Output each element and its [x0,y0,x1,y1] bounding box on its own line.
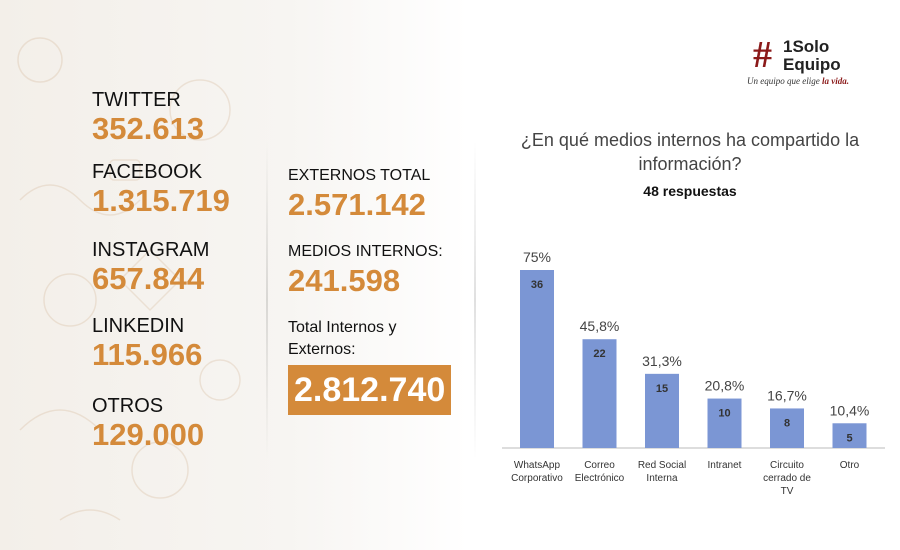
stat-value: 129.000 [92,417,205,452]
category-label: Correo Electrónico [575,460,625,484]
stat-value: 352.613 [92,111,205,146]
stat-label: TWITTER [92,89,181,111]
stat-facebook: FACEBOOK 1.315.719 [92,160,272,218]
bar [645,373,679,448]
percent-label: 45,8% [580,318,620,334]
total-block: Total Internos y Externos: 2.812.740 [288,317,468,415]
total-value: 2.812.740 [288,365,452,415]
brand-logo: # 1Solo Equipo Un equipo que elige la vi… [745,33,870,93]
column-divider [266,140,268,460]
stat-value: 115.966 [92,337,203,372]
stat-value: 657.844 [92,261,205,296]
bar [520,270,554,448]
bar-value-label: 10 [718,408,730,420]
bar [582,339,617,448]
percent-label: 75% [523,249,551,265]
totals-panel: EXTERNOS TOTAL 2.571.142 MEDIOS INTERNOS… [288,165,468,433]
stat-instagram: INSTAGRAM 657.844 [92,238,272,296]
bar-value-label: 8 [784,417,790,429]
stat-otros: OTROS 129.000 [92,394,272,452]
stat-label: FACEBOOK [92,161,203,183]
chart-subtitle: 48 respuestas [643,183,737,199]
bar-value-label: 22 [593,348,605,360]
stat-value: 1.315.719 [92,183,230,218]
logo-line1: 1Solo [783,37,830,56]
category-label: Circuito cerrado de TV [763,460,811,497]
internos-value: 241.598 [288,263,401,298]
stat-twitter: TWITTER 352.613 [92,88,272,146]
bar [770,408,804,448]
total-label: Total Internos y Externos: [288,319,397,358]
externos-value: 2.571.142 [288,187,426,222]
bar-chart: 36 75% WhatsApp Corporativo 22 45,8% Correo Ele… [502,249,885,497]
chart-title: ¿En qué medios internos ha compartido la… [520,130,860,174]
percent-label: 20,8% [705,378,745,394]
bar [707,398,742,448]
stat-label: LINKEDIN [92,315,185,337]
bar-value-label: 5 [846,432,852,444]
category-label: Otro [840,460,860,471]
category-label: WhatsApp Corporativo [511,460,563,484]
percent-label: 31,3% [642,353,682,369]
column-divider [474,140,476,460]
logo-hash: # [753,34,772,76]
background-doodle-pattern [17,37,241,521]
category-label: Intranet [708,460,742,471]
stat-linkedin: LINKEDIN 115.966 [92,314,272,372]
percent-label: 16,7% [767,387,807,403]
internos-block: MEDIOS INTERNOS: 241.598 [288,241,468,299]
externos-block: EXTERNOS TOTAL 2.571.142 [288,165,468,223]
logo-tagline: Un equipo que elige la vida. [747,76,849,86]
bar [832,423,867,448]
category-label: Red Social Interna [638,460,686,484]
internos-label: MEDIOS INTERNOS: [288,243,443,260]
percent-label: 10,4% [830,402,870,418]
bar-value-label: 15 [656,383,668,395]
externos-label: EXTERNOS TOTAL [288,167,431,184]
stat-label: OTROS [92,395,164,417]
stat-label: INSTAGRAM [92,239,210,261]
social-stats-panel: TWITTER 352.613 FACEBOOK 1.315.719 INSTA… [92,88,272,462]
bar-value-label: 36 [531,279,543,291]
logo-line2: Equipo [783,55,841,74]
